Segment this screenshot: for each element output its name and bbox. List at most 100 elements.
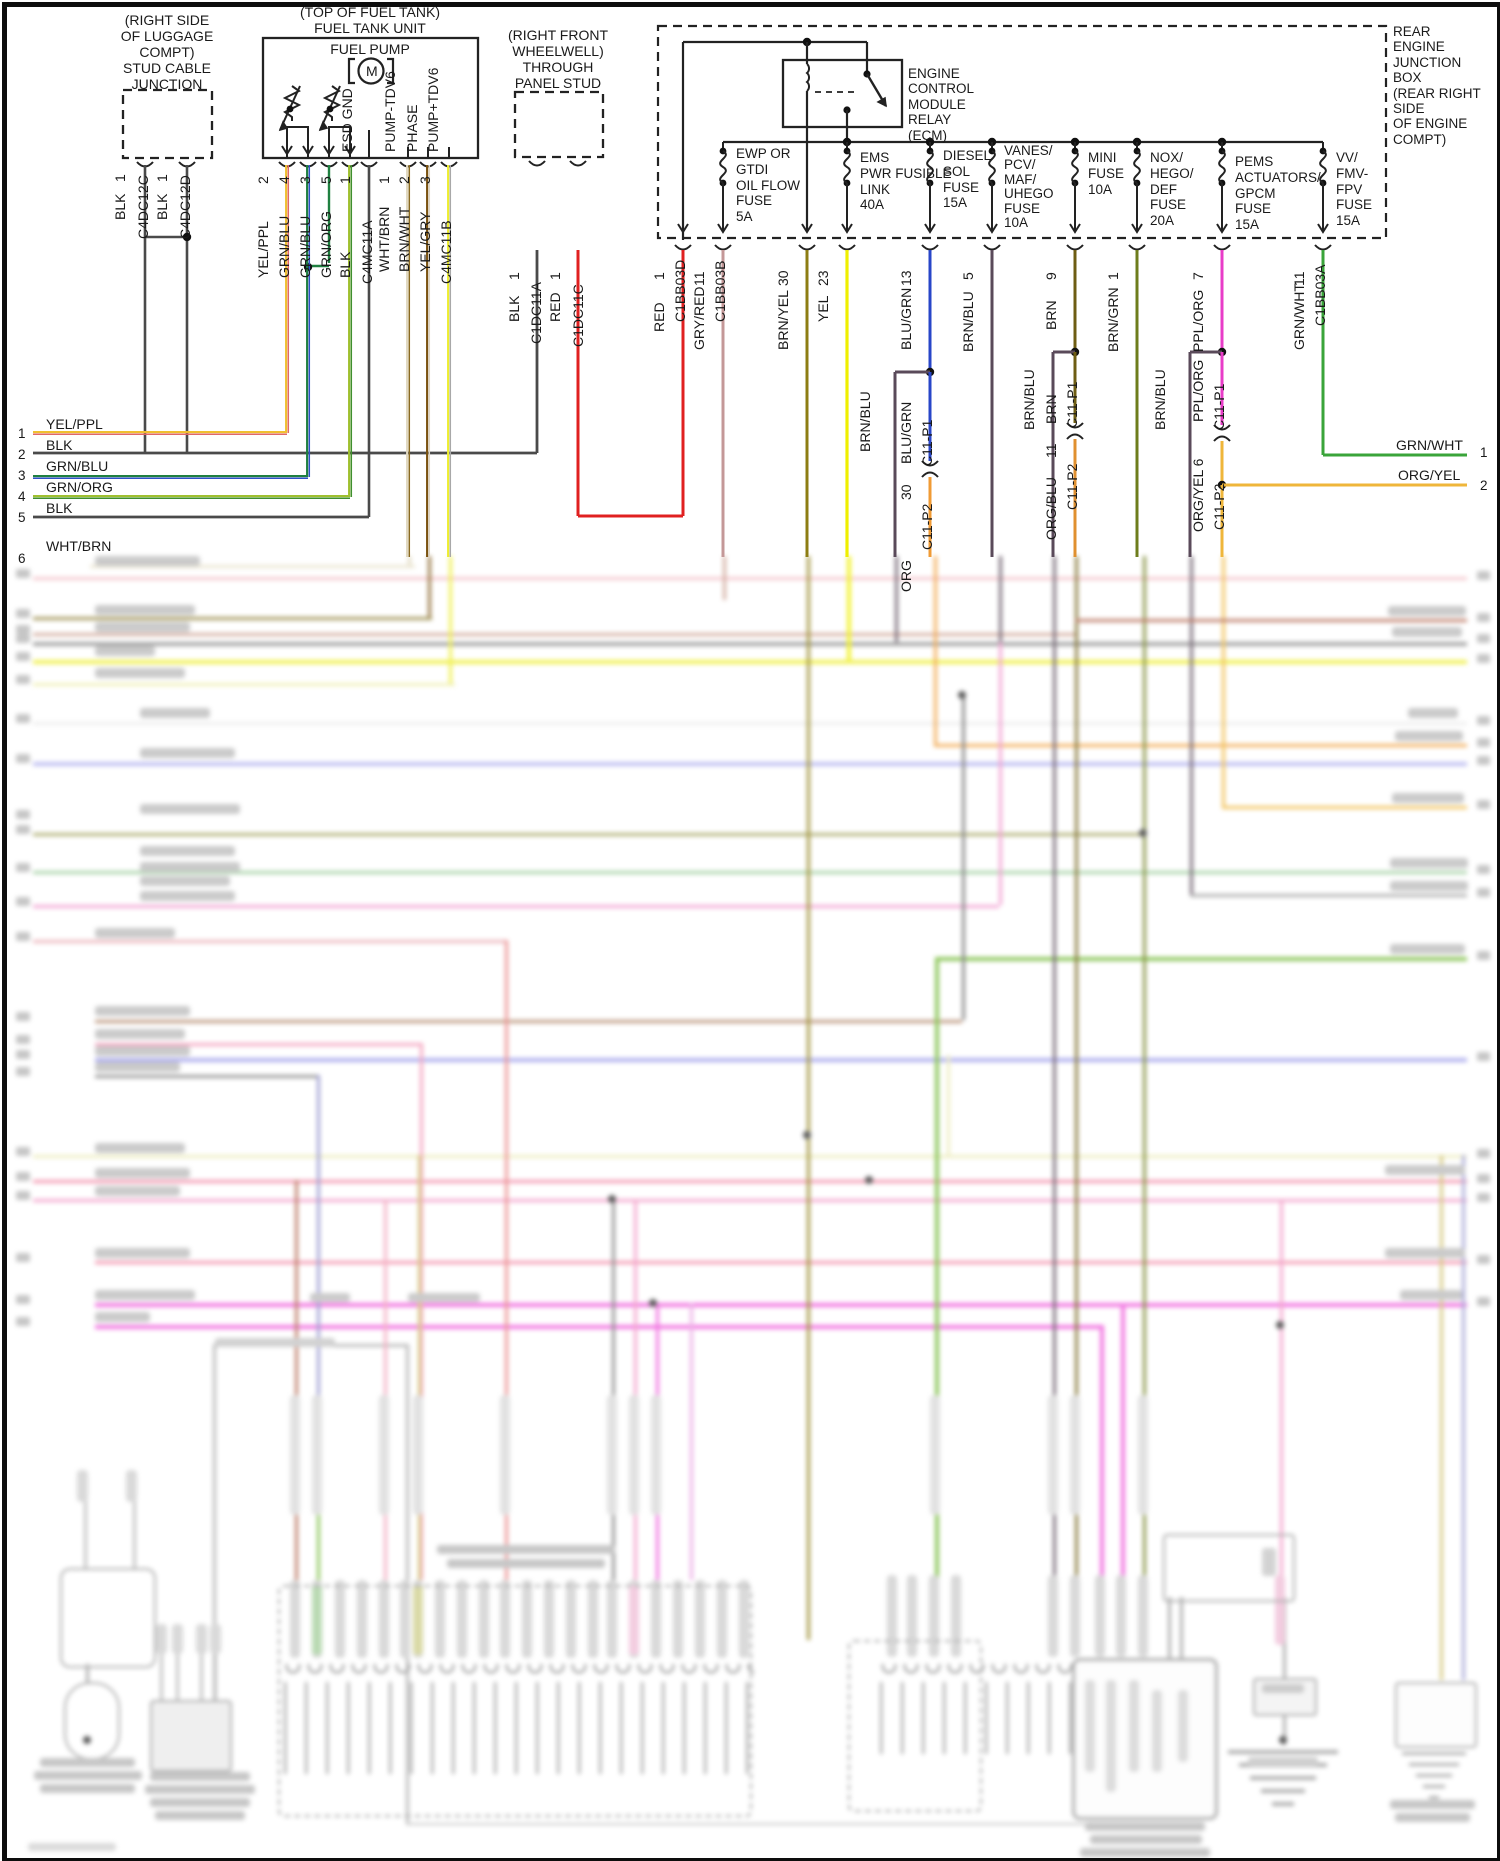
- label-fuel_pump-header: (TOP OF FUEL TANK) FUEL TANK UNIT: [299, 4, 441, 37]
- blurred-wire: [935, 957, 1467, 961]
- blurred-wire: [1048, 1395, 1058, 1515]
- blurred-wire: [1280, 1199, 1283, 1640]
- blurred-wire: [16, 1050, 30, 1059]
- label-3-num: 4: [18, 489, 26, 504]
- label-splices-c11p1: C11-P1: [1211, 383, 1227, 430]
- blurred-wire: [505, 940, 508, 1580]
- label-wire1-pin: 1: [112, 174, 128, 182]
- label-5-color: BRN/BLU: [960, 291, 976, 352]
- label-7-color: BRN/GRN: [1105, 287, 1121, 352]
- blurred-wire: [847, 556, 851, 660]
- symbol: [876, 96, 887, 108]
- label-fuel_pump-title: FUEL PUMP: [330, 41, 410, 57]
- label-splices-s1_pin: 30: [898, 484, 914, 500]
- label-fuel_pump-conn_a: C4MC11A: [359, 220, 375, 284]
- connector-cup: [983, 244, 1001, 251]
- blurred-wire: [807, 556, 810, 1640]
- blurred-wire: [479, 1580, 489, 1658]
- label-splices-s2_above: BRN: [1043, 394, 1059, 424]
- blurred-wire: [95, 1261, 1467, 1264]
- label-1-label: BLK: [46, 437, 73, 453]
- blurred-wire: [33, 1180, 1467, 1183]
- label-6-color: BRN/WHT: [396, 206, 412, 272]
- fuse-symbol: [843, 150, 851, 184]
- blurred-wire: [408, 1293, 480, 1302]
- inline-connector: [921, 460, 939, 467]
- label-3-label: GRN/ORG: [46, 479, 113, 495]
- blurred-box: [1163, 1534, 1295, 1602]
- label-wire2-color: RED: [547, 292, 563, 322]
- blurred-wire: [33, 1155, 1467, 1158]
- blurred-wire: [1248, 1757, 1318, 1766]
- blurred-wire: [16, 714, 30, 723]
- blurred-wire: [33, 683, 455, 686]
- blurred-wire: [1279, 1736, 1287, 1744]
- blurred-wire: [1477, 571, 1490, 580]
- blurred-wire: [1138, 1575, 1148, 1657]
- dashed-box: [513, 90, 605, 159]
- blurred-wire: [95, 1303, 1467, 1307]
- label-5-label: NOX/ HEGO/ DEF FUSE 20A: [1150, 150, 1194, 229]
- label-2-color: GRN/BLU: [297, 215, 313, 278]
- blurred-wire: [150, 1772, 250, 1781]
- blurred-wire: [935, 957, 939, 1580]
- blurred-wire: [95, 1248, 190, 1258]
- label-1-conn: C1BB03B: [712, 260, 728, 322]
- label-0-pin: 1: [651, 272, 667, 280]
- blurred-box: [848, 1640, 982, 1812]
- label-wire1-color: BLK: [506, 295, 522, 322]
- label-1-label: EMS PWR FUSIBLE LINK 40A: [860, 150, 952, 213]
- label-3-color: YEL: [815, 295, 831, 322]
- blurred-wire: [95, 646, 155, 656]
- blurred-wire: [34, 1771, 142, 1780]
- blurred-wire: [33, 633, 1075, 636]
- blurred-wire: [84, 1500, 87, 1568]
- blurred-wire: [290, 1580, 300, 1658]
- motor-symbol: [357, 57, 385, 85]
- label-0-pin: 2: [255, 176, 271, 184]
- blurred-wire: [213, 1344, 216, 1700]
- blurred-wire: [16, 863, 30, 872]
- blurred-wire: [607, 1580, 617, 1658]
- blurred-wire: [413, 1395, 423, 1515]
- blurred-wire: [1429, 1796, 1439, 1799]
- label-0-label: YEL/PPL: [46, 416, 103, 432]
- inline-connector: [1213, 424, 1231, 431]
- blurred-wire: [607, 1395, 617, 1515]
- blurred-wire: [408, 556, 411, 565]
- connector-cup: [1314, 244, 1332, 251]
- blurred-wire: [651, 1395, 661, 1515]
- blurred-wire: [1477, 1193, 1490, 1202]
- blurred-wire: [16, 897, 30, 906]
- blurred-wire: [962, 695, 965, 1020]
- blurred-wire: [1190, 894, 1467, 897]
- fuse-symbol: [1319, 150, 1327, 184]
- blurred-wire: [16, 1147, 30, 1156]
- blurred-wire: [608, 1195, 616, 1203]
- connector-cup: [838, 244, 856, 251]
- blurred-wire: [16, 652, 30, 661]
- label-1-pin: 4: [276, 176, 292, 184]
- blurred-wire: [1178, 1690, 1188, 1762]
- label-2-color: BRN/YEL: [775, 290, 791, 350]
- blurred-wire: [1390, 1800, 1475, 1809]
- label-fuel_pump-conn_b: C4MC11B: [438, 220, 454, 284]
- blurred-wire: [95, 1062, 180, 1072]
- label-wire1-color: BLK: [112, 193, 128, 220]
- blurred-wire: [1139, 829, 1147, 837]
- blurred-wire: [28, 1843, 116, 1851]
- label-5-color: WHT/BRN: [376, 206, 392, 272]
- blurred-wire: [1477, 888, 1490, 897]
- blurred-wire: [428, 556, 431, 617]
- blurred-wire: [176, 1652, 179, 1700]
- blurred-wire: [215, 1338, 335, 1347]
- blurred-wire: [214, 1652, 217, 1700]
- blurred-wire: [695, 1580, 705, 1658]
- blurred-wire: [16, 569, 30, 578]
- label-0-label: EWP OR GTDI OIL FLOW FUSE 5A: [736, 146, 801, 225]
- label-splices-c11p2: C11-P2: [1064, 463, 1080, 510]
- label-2-label: GRN/BLU: [46, 458, 109, 474]
- label-4-color: BLU/GRN: [898, 287, 914, 350]
- arrowhead: [281, 145, 293, 156]
